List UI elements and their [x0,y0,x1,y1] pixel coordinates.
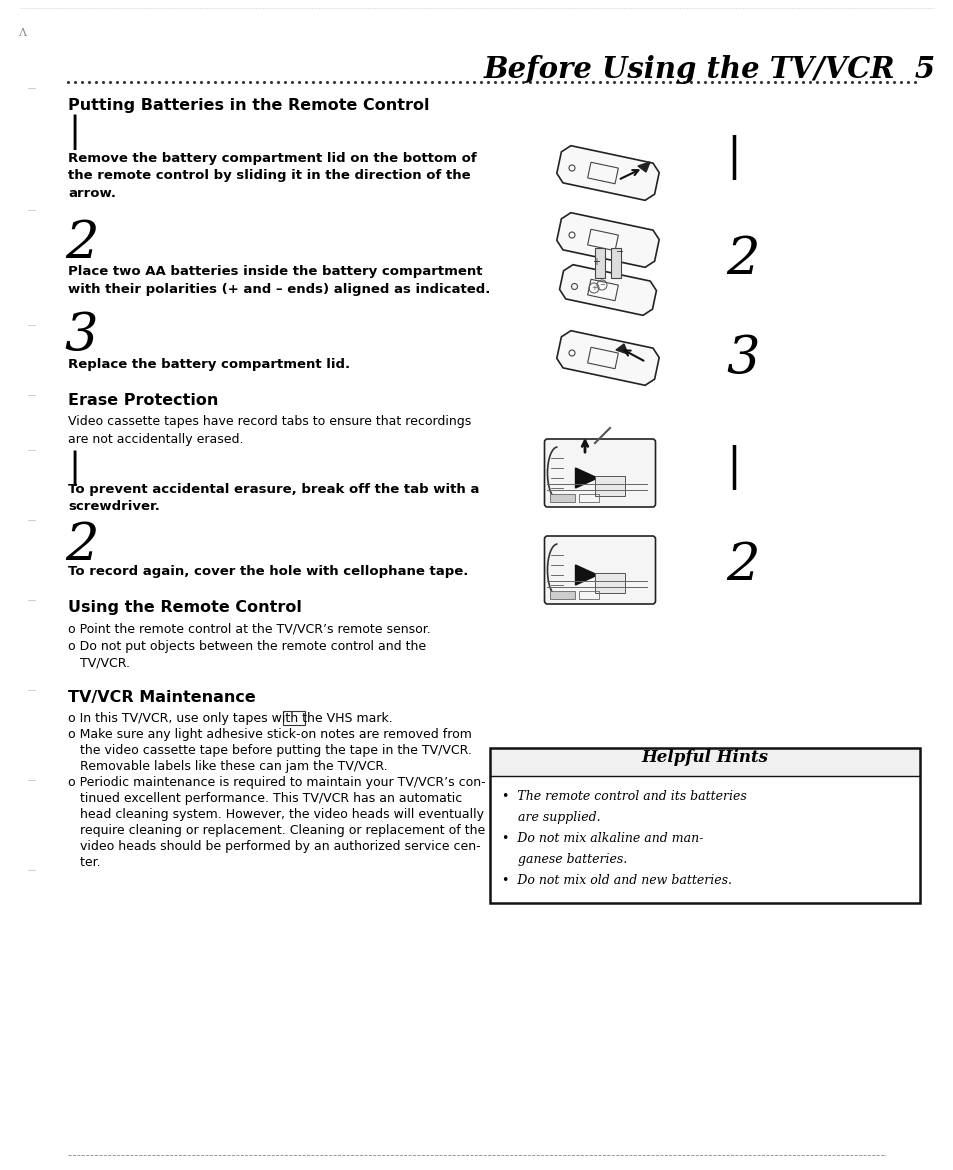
Bar [490,748,919,903]
Text: Using the Remote Control: Using the Remote Control [68,600,301,615]
Polygon shape [595,248,604,278]
Text: |: | [725,136,740,180]
Text: •  Do not mix alkaline and man-: • Do not mix alkaline and man- [501,832,702,845]
Polygon shape [575,565,597,585]
Text: −: − [616,247,623,257]
Text: Λ: Λ [18,28,26,37]
Text: o Periodic maintenance is required to maintain your TV/VCR’s con-: o Periodic maintenance is required to ma… [68,776,485,789]
Polygon shape [610,248,620,278]
Polygon shape [575,468,597,488]
Text: 2: 2 [65,519,98,571]
Text: ter.: ter. [68,856,100,869]
Text: Remove the battery compartment lid on the bottom of
the remote control by slidin: Remove the battery compartment lid on th… [68,152,476,200]
Polygon shape [557,213,659,267]
Bar [595,573,624,593]
Text: TV/VCR Maintenance: TV/VCR Maintenance [68,690,255,706]
Text: video heads should be performed by an authorized service cen-: video heads should be performed by an au… [68,840,480,853]
Bar [550,591,575,599]
Text: 2: 2 [725,234,759,285]
Text: head cleaning system. However, the video heads will eventually: head cleaning system. However, the video… [68,808,483,821]
Text: Place two AA batteries inside the battery compartment
with their polarities (+ a: Place two AA batteries inside the batter… [68,264,490,296]
Text: −: − [598,282,604,288]
Text: |: | [68,115,80,151]
Text: o Point the remote control at the TV/VCR’s remote sensor.: o Point the remote control at the TV/VCR… [68,622,431,636]
Text: Removable labels like these can jam the TV/VCR.: Removable labels like these can jam the … [68,760,387,773]
Polygon shape [557,146,659,200]
Text: are supplied.: are supplied. [501,811,600,824]
Text: 2: 2 [725,539,759,591]
Text: To record again, cover the hole with cellophane tape.: To record again, cover the hole with cel… [68,565,468,578]
Text: 3: 3 [64,310,97,362]
Text: 3: 3 [725,332,759,384]
Bar [490,748,919,776]
Bar [578,591,598,599]
Text: •  The remote control and its batteries: • The remote control and its batteries [501,790,746,803]
FancyBboxPatch shape [544,439,655,507]
Text: Video cassette tapes have record tabs to ensure that recordings
are not accident: Video cassette tapes have record tabs to… [68,415,471,446]
Text: Before Using the TV/VCR  5: Before Using the TV/VCR 5 [483,55,935,84]
FancyBboxPatch shape [544,536,655,604]
Bar [595,476,624,496]
Text: To prevent accidental erasure, break off the tab with a
screwdriver.: To prevent accidental erasure, break off… [68,483,478,514]
Polygon shape [616,344,627,355]
Text: Putting Batteries in the Remote Control: Putting Batteries in the Remote Control [68,98,429,113]
Text: Erase Protection: Erase Protection [68,393,218,408]
Text: require cleaning or replacement. Cleaning or replacement of the: require cleaning or replacement. Cleanin… [68,824,485,837]
Text: ganese batteries.: ganese batteries. [501,853,626,866]
Bar [578,494,598,502]
Text: o Do not put objects between the remote control and the: o Do not put objects between the remote … [68,640,426,653]
Text: |: | [68,450,80,486]
Text: •  Do not mix old and new batteries.: • Do not mix old and new batteries. [501,874,731,887]
Polygon shape [638,161,649,172]
Text: +: + [592,257,599,267]
Text: |: | [725,446,740,490]
Text: Replace the battery compartment lid.: Replace the battery compartment lid. [68,358,350,371]
Bar [550,494,575,502]
Polygon shape [557,331,659,385]
Polygon shape [559,264,656,316]
Text: the video cassette tape before putting the tape in the TV/VCR.: the video cassette tape before putting t… [68,744,472,757]
Text: +: + [591,285,597,291]
Text: Helpful Hints: Helpful Hints [640,750,768,766]
Text: o In this TV/VCR, use only tapes with the VHS mark.: o In this TV/VCR, use only tapes with th… [68,713,393,725]
Text: tinued excellent performance. This TV/VCR has an automatic: tinued excellent performance. This TV/VC… [68,792,462,805]
Text: o Make sure any light adhesive stick-on notes are removed from: o Make sure any light adhesive stick-on … [68,728,472,741]
Text: 2: 2 [65,218,98,269]
Bar [283,711,305,725]
Text: TV/VCR.: TV/VCR. [68,658,130,670]
